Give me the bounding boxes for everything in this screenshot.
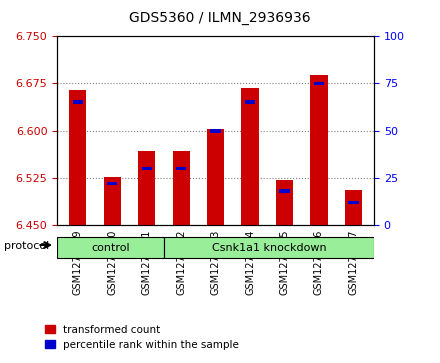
Bar xyxy=(242,88,259,225)
Bar xyxy=(142,167,152,170)
Text: Csnk1a1 knockdown: Csnk1a1 knockdown xyxy=(212,243,326,253)
Bar xyxy=(104,177,121,225)
Bar xyxy=(207,129,224,225)
Text: protocol: protocol xyxy=(4,241,50,251)
Bar xyxy=(138,151,155,225)
Bar xyxy=(345,191,362,225)
Bar xyxy=(279,189,290,193)
Bar xyxy=(176,167,186,170)
Bar xyxy=(314,82,324,85)
Bar xyxy=(210,129,221,132)
FancyBboxPatch shape xyxy=(57,237,164,258)
Bar xyxy=(172,151,190,225)
Text: control: control xyxy=(91,243,130,253)
Bar xyxy=(69,90,87,225)
FancyBboxPatch shape xyxy=(164,237,374,258)
Bar xyxy=(73,101,83,104)
Bar xyxy=(276,180,293,225)
Bar xyxy=(245,101,255,104)
Bar xyxy=(310,75,327,225)
Text: GDS5360 / ILMN_2936936: GDS5360 / ILMN_2936936 xyxy=(129,11,311,25)
Bar xyxy=(107,182,117,185)
Legend: transformed count, percentile rank within the sample: transformed count, percentile rank withi… xyxy=(40,321,243,354)
Bar xyxy=(348,200,359,204)
